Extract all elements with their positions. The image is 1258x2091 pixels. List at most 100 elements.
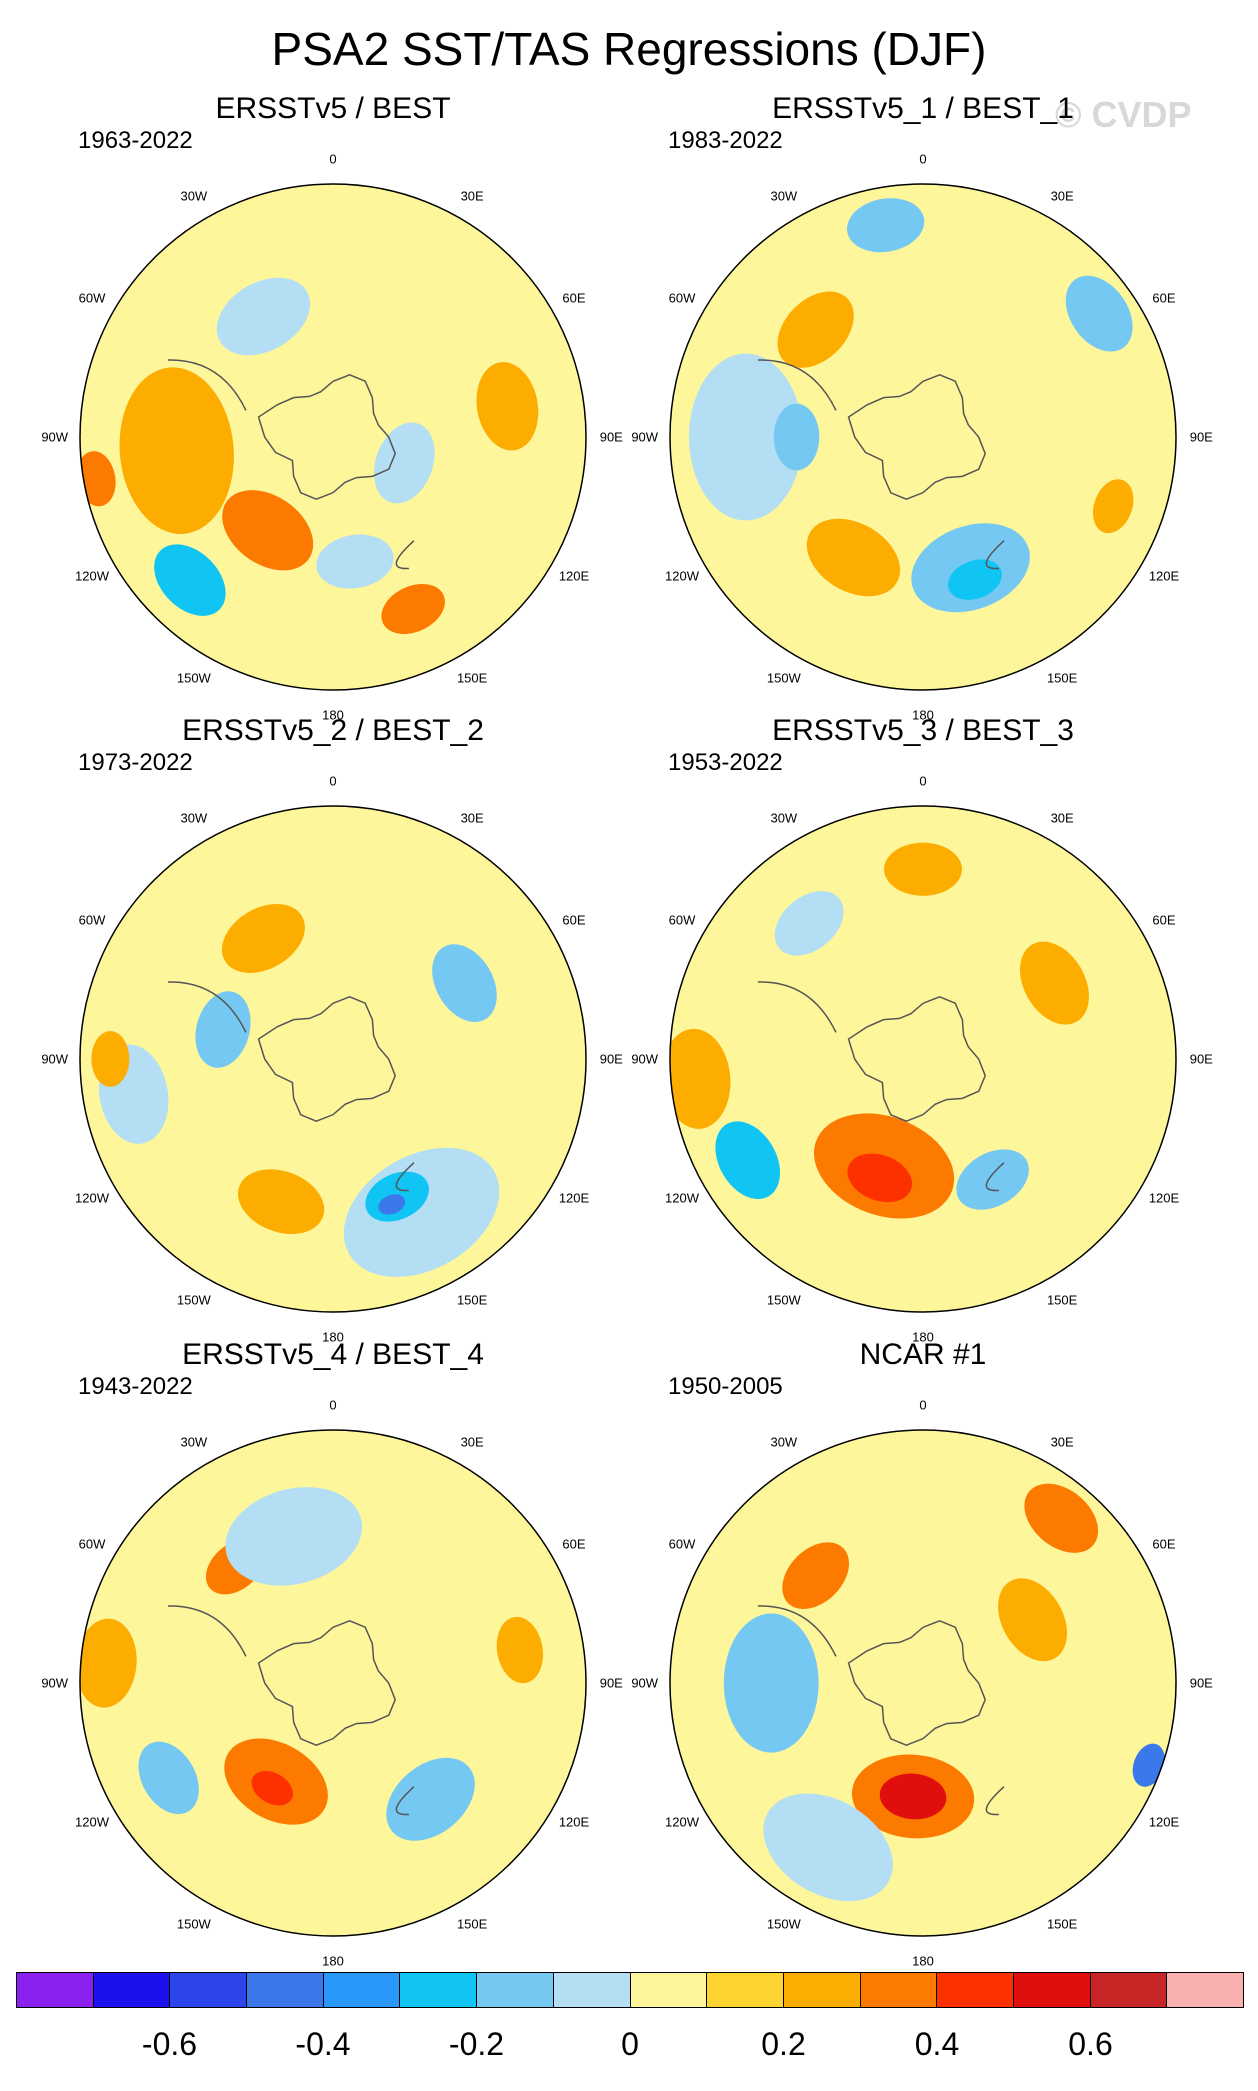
negative-anomaly-region xyxy=(225,1487,363,1586)
negative-anomaly-region xyxy=(773,403,820,471)
negative-anomaly-region xyxy=(956,1149,1029,1210)
colorbar-swatch xyxy=(937,1973,1014,2007)
australia-coastline xyxy=(395,1786,415,1816)
panel-title: ERSSTv5_1 / BEST_1 xyxy=(772,92,1074,125)
positive-anomaly-region xyxy=(119,367,234,534)
positive-anomaly-region xyxy=(884,842,962,896)
australia-coastline xyxy=(395,540,415,570)
map-border xyxy=(79,183,587,691)
longitude-label: 150W xyxy=(766,1292,801,1308)
longitude-label: 30E xyxy=(1050,188,1074,204)
longitude-label: 30E xyxy=(460,188,484,204)
panel-title: ERSSTv5 / BEST xyxy=(215,92,451,125)
longitude-label: 60E xyxy=(1152,1536,1176,1552)
longitude-label: 120W xyxy=(75,1190,109,1206)
positive-anomaly-region xyxy=(496,1616,544,1684)
longitude-label: 60W xyxy=(78,290,106,306)
longitude-label: 120E xyxy=(558,1190,590,1206)
australia-coastline xyxy=(985,540,1005,570)
polar-map xyxy=(669,1429,1177,1937)
longitude-label: 120W xyxy=(665,568,699,584)
longitude-label: 150W xyxy=(766,1916,801,1932)
colorbar-swatch xyxy=(1167,1973,1243,2007)
colorbar-swatch xyxy=(783,1973,861,2007)
longitude-label: 90W xyxy=(41,429,69,445)
colorbar-swatch xyxy=(400,1973,478,2007)
positive-anomaly-region xyxy=(670,1028,731,1129)
longitude-label: 0 xyxy=(919,151,927,167)
longitude-label: 90W xyxy=(41,1051,69,1067)
colorbar-swatch xyxy=(477,1973,554,2007)
colorbar-swatch xyxy=(707,1973,784,2007)
colorbar-swatch xyxy=(93,1973,171,2007)
antarctica-coastline xyxy=(847,373,987,501)
colorbar-swatch xyxy=(247,1973,324,2007)
longitude-label: 120W xyxy=(75,1814,109,1830)
polar-map xyxy=(79,1429,587,1937)
longitude-label: 150E xyxy=(456,1292,488,1308)
negative-anomaly-region xyxy=(688,353,803,521)
positive-anomaly-region xyxy=(251,1770,294,1806)
map-border xyxy=(79,805,587,1313)
colorbar-tick-label: 0.2 xyxy=(761,2026,806,2062)
longitude-label: 180 xyxy=(322,1329,344,1345)
negative-anomaly-region xyxy=(374,422,435,504)
south-america-coastline xyxy=(757,981,837,1033)
panel-title: NCAR #1 xyxy=(859,1338,987,1371)
longitude-label: 90E xyxy=(1189,1675,1213,1691)
colorbar-tick-label: 0.4 xyxy=(914,2026,960,2062)
negative-anomaly-region xyxy=(216,277,311,356)
longitude-label: 150E xyxy=(456,670,488,686)
longitude-label: 180 xyxy=(322,1953,344,1969)
antarctica-coastline xyxy=(847,995,987,1123)
longitude-label: 30W xyxy=(180,1434,208,1450)
longitude-label: 150W xyxy=(176,1916,211,1932)
longitude-label: 150E xyxy=(1046,1292,1078,1308)
positive-anomaly-region xyxy=(1092,479,1134,534)
positive-anomaly-region xyxy=(847,1153,913,1203)
longitude-label: 90E xyxy=(599,1051,623,1067)
colorbar-tick-label: -0.2 xyxy=(448,2026,505,2062)
cvdp-watermark: © CVDP xyxy=(1055,94,1192,135)
longitude-label: 90W xyxy=(631,429,659,445)
longitude-label: 60W xyxy=(78,912,106,928)
colorbar-tick-label: 0 xyxy=(621,2026,639,2062)
antarctica-coastline xyxy=(257,373,397,501)
panel-title: ERSSTv5_2 / BEST_2 xyxy=(182,714,484,747)
longitude-label: 60E xyxy=(562,1536,586,1552)
longitude-label: 90W xyxy=(41,1675,69,1691)
longitude-label: 30W xyxy=(770,1434,798,1450)
longitude-label: 90W xyxy=(631,1675,659,1691)
longitude-label: 0 xyxy=(329,151,337,167)
negative-anomaly-region xyxy=(1065,275,1133,352)
south-america-coastline xyxy=(167,981,247,1033)
longitude-label: 0 xyxy=(329,1397,337,1413)
longitude-label: 150W xyxy=(766,670,801,686)
negative-anomaly-region xyxy=(774,891,844,956)
negative-anomaly-region xyxy=(847,198,925,253)
antarctica-coastline xyxy=(257,995,397,1123)
panel-period: 1973-2022 xyxy=(78,749,193,776)
longitude-label: 120E xyxy=(558,1814,590,1830)
colorbar-tick-label: -0.6 xyxy=(141,2026,198,2062)
field-background xyxy=(80,806,586,1312)
negative-anomaly-region xyxy=(138,1741,199,1815)
longitude-label: 30W xyxy=(180,810,208,826)
longitude-label: 150W xyxy=(176,670,211,686)
south-america-coastline xyxy=(757,359,837,411)
longitude-label: 150E xyxy=(1046,1916,1078,1932)
south-america-coastline xyxy=(167,359,247,411)
longitude-label: 120W xyxy=(665,1814,699,1830)
longitude-label: 150W xyxy=(176,1292,211,1308)
positive-anomaly-region xyxy=(777,291,854,368)
longitude-label: 60E xyxy=(1152,912,1176,928)
longitude-label: 120E xyxy=(1148,1190,1180,1206)
longitude-label: 90W xyxy=(631,1051,659,1067)
negative-anomaly-region xyxy=(386,1757,475,1841)
longitude-label: 30E xyxy=(1050,1434,1074,1450)
positive-anomaly-region xyxy=(237,1169,325,1234)
positive-anomaly-region xyxy=(222,490,314,571)
longitude-label: 120E xyxy=(1148,568,1180,584)
south-america-coastline xyxy=(167,1605,247,1657)
longitude-label: 30E xyxy=(460,810,484,826)
